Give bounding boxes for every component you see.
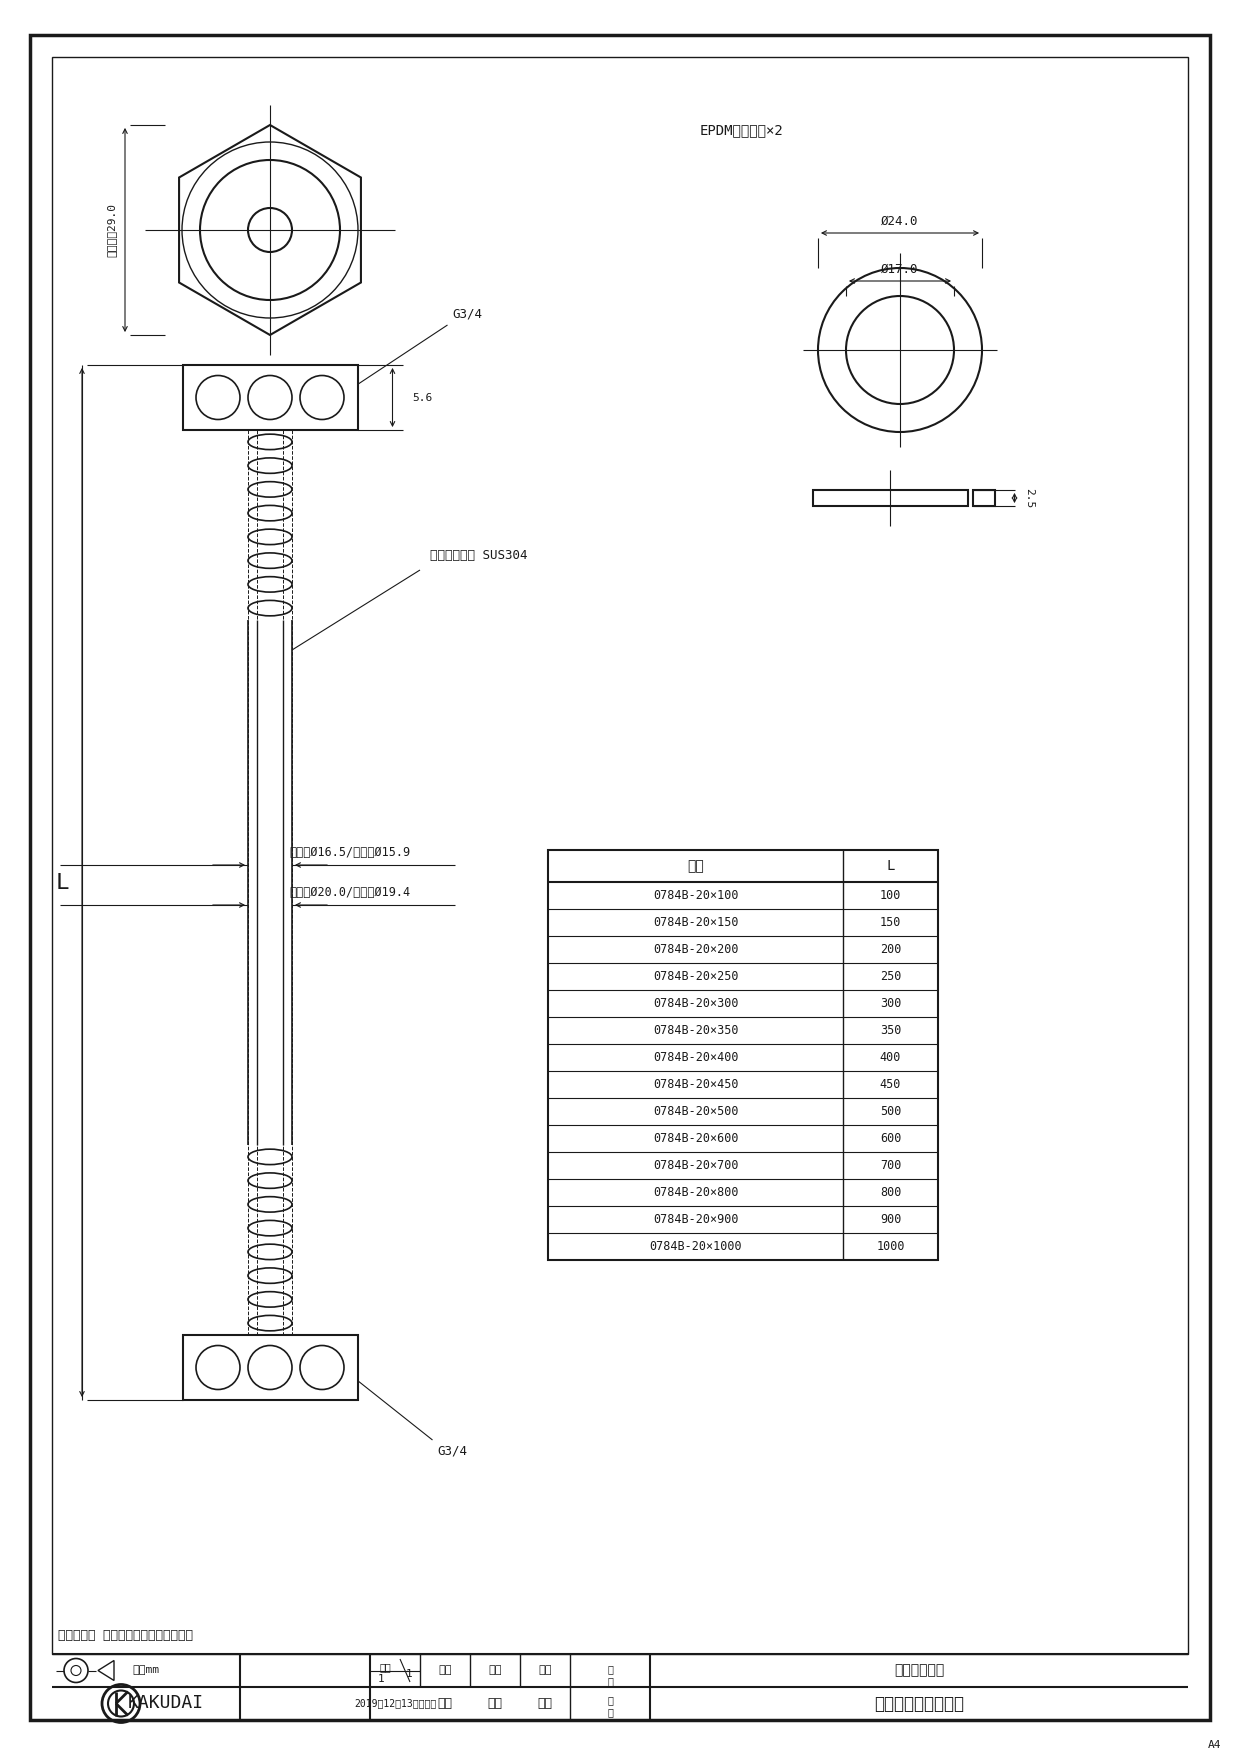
Text: 0784B-20×200: 0784B-20×200: [652, 942, 738, 956]
Text: 2.5: 2.5: [1024, 488, 1034, 509]
Text: 大石: 大石: [487, 1697, 502, 1709]
Text: G3/4: G3/4: [453, 307, 482, 319]
Text: 1000: 1000: [877, 1241, 905, 1253]
Text: EPDMパッキン×2: EPDMパッキン×2: [701, 123, 784, 137]
Bar: [182, 365, 357, 430]
Bar: [548, 849, 937, 1260]
Text: 200: 200: [880, 942, 901, 956]
Text: フレキパイプ SUS304: フレキパイプ SUS304: [430, 549, 527, 562]
Text: 尺度: 尺度: [379, 1662, 391, 1673]
Text: Ø24.0: Ø24.0: [882, 214, 919, 228]
Text: 0784B-20×300: 0784B-20×300: [652, 997, 738, 1009]
Text: 0784B-20×600: 0784B-20×600: [652, 1132, 738, 1144]
Text: 2019年12月13日　作成: 2019年12月13日 作成: [353, 1699, 436, 1709]
Text: 六角対辺29.0: 六角対辺29.0: [105, 204, 117, 256]
Text: 0784B-20×900: 0784B-20×900: [652, 1213, 738, 1227]
Text: 番: 番: [608, 1676, 613, 1687]
Text: 名: 名: [608, 1708, 613, 1716]
Text: 0784B-20×350: 0784B-20×350: [652, 1023, 738, 1037]
Text: 製図: 製図: [438, 1665, 451, 1676]
Text: 注：（　） 内寸法は参考寸法である。: 注：（ ） 内寸法は参考寸法である。: [58, 1629, 193, 1643]
Text: 0784B-20×700: 0784B-20×700: [652, 1158, 738, 1172]
Text: 谷外径Ø16.5/谷内径Ø15.9: 谷外径Ø16.5/谷内径Ø15.9: [289, 846, 410, 858]
Text: 中本: 中本: [537, 1697, 553, 1709]
Text: 600: 600: [880, 1132, 901, 1144]
Text: 0784B-20×250: 0784B-20×250: [652, 971, 738, 983]
Text: 山外径Ø20.0/山内径Ø19.4: 山外径Ø20.0/山内径Ø19.4: [289, 886, 410, 899]
Text: G3/4: G3/4: [438, 1444, 467, 1458]
Text: 水道用フレキパイプ: 水道用フレキパイプ: [874, 1695, 963, 1713]
Text: 0784B-20×150: 0784B-20×150: [652, 916, 738, 928]
Text: KAKUDAI: KAKUDAI: [128, 1695, 205, 1713]
Text: 700: 700: [880, 1158, 901, 1172]
Text: 品: 品: [608, 1664, 613, 1674]
Text: 5.6: 5.6: [413, 393, 433, 402]
Text: 100: 100: [880, 890, 901, 902]
Text: 0784B-20×400: 0784B-20×400: [652, 1051, 738, 1064]
Text: 800: 800: [880, 1186, 901, 1199]
Text: 500: 500: [880, 1106, 901, 1118]
Text: 単位mm: 単位mm: [133, 1665, 160, 1676]
Text: 承認: 承認: [538, 1665, 552, 1676]
Text: 図中表に記載: 図中表に記載: [894, 1664, 944, 1678]
Text: 0784B-20×500: 0784B-20×500: [652, 1106, 738, 1118]
Text: 150: 150: [880, 916, 901, 928]
Bar: [812, 490, 967, 505]
Text: 岩藤: 岩藤: [438, 1697, 453, 1709]
Text: 品: 品: [608, 1695, 613, 1706]
Text: 検図: 検図: [489, 1665, 502, 1676]
Text: 0784B-20×100: 0784B-20×100: [652, 890, 738, 902]
Text: 400: 400: [880, 1051, 901, 1064]
Bar: [182, 1336, 357, 1400]
Text: 品番: 品番: [687, 858, 704, 872]
Text: L: L: [56, 872, 68, 893]
Text: 0784B-20×1000: 0784B-20×1000: [650, 1241, 742, 1253]
Text: 250: 250: [880, 971, 901, 983]
Text: 450: 450: [880, 1078, 901, 1092]
Text: 1: 1: [378, 1674, 384, 1685]
Text: 300: 300: [880, 997, 901, 1009]
Text: A4: A4: [1208, 1739, 1221, 1750]
Text: 0784B-20×450: 0784B-20×450: [652, 1078, 738, 1092]
Text: 900: 900: [880, 1213, 901, 1227]
Bar: [972, 490, 994, 505]
Text: 0784B-20×800: 0784B-20×800: [652, 1186, 738, 1199]
Text: 350: 350: [880, 1023, 901, 1037]
Text: 1: 1: [405, 1669, 412, 1680]
Text: Ø17.0: Ø17.0: [882, 263, 919, 276]
Text: L: L: [887, 858, 895, 872]
